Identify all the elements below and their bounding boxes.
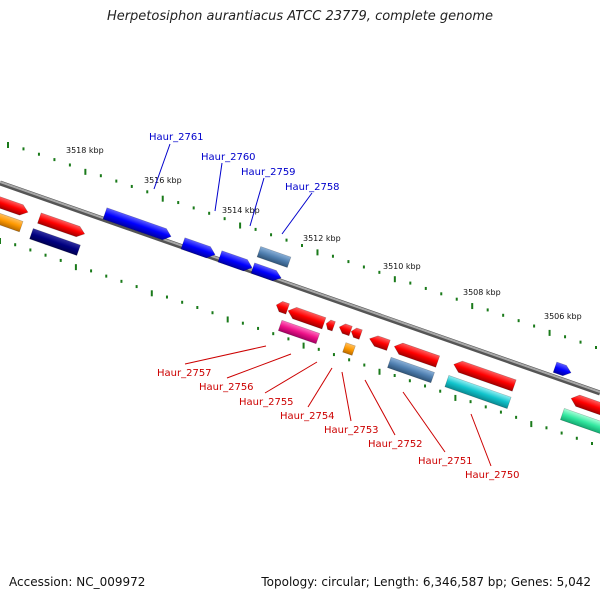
gene-arrow — [0, 194, 29, 216]
genome-summary: Topology: circular; Length: 6,346,587 bp… — [261, 575, 591, 589]
leader-line — [249, 177, 265, 227]
gene-arrow — [453, 360, 517, 392]
gene-arrow — [287, 307, 327, 330]
ruler-label: 3508 kbp — [463, 288, 501, 297]
gene-label-haur_2752[interactable]: Haur_2752 — [368, 439, 423, 450]
gene-label-haur_2751[interactable]: Haur_2751 — [418, 456, 473, 467]
leader-line — [153, 143, 171, 190]
label-leader-lines — [153, 143, 492, 467]
leader-line — [281, 192, 313, 235]
gene-arrow — [275, 301, 290, 315]
gene-features — [0, 194, 600, 436]
gene-arrow — [393, 342, 441, 368]
gene-label-haur_2758[interactable]: Haur_2758 — [285, 182, 340, 193]
leader-line — [214, 162, 223, 212]
gene-arrow — [350, 327, 363, 340]
genome-backbone — [0, 180, 600, 396]
ruler-ticks: 3518 kbp 3516 kbp 3514 kbp 3512 kbp 3510 kbp… — [0, 142, 597, 445]
leader-line — [184, 345, 267, 365]
gene-label-haur_2756[interactable]: Haur_2756 — [199, 382, 254, 393]
gene-arrow — [37, 212, 86, 238]
gene-arrow — [180, 237, 216, 259]
ruler-label: 3510 kbp — [383, 262, 421, 271]
gene-arrow — [387, 356, 435, 384]
leader-line — [470, 413, 492, 467]
leader-line — [402, 391, 446, 453]
gene-label-haur_2757[interactable]: Haur_2757 — [157, 368, 212, 379]
gene-arrow — [369, 335, 391, 351]
gene-arrow — [277, 319, 321, 345]
gene-arrow — [570, 394, 600, 418]
gene-arrow — [444, 375, 512, 409]
gene-arrow — [256, 246, 292, 268]
gene-arrow — [102, 207, 172, 241]
leader-line — [307, 367, 333, 408]
gene-label-haur_2759[interactable]: Haur_2759 — [241, 167, 296, 178]
ruler-label: 3514 kbp — [222, 206, 260, 215]
gene-arrow — [325, 319, 336, 332]
gene-labels: Haur_2761 Haur_2760 Haur_2759 Haur_2758 Haur… — [149, 132, 520, 481]
ruler-label: 3516 kbp — [144, 176, 182, 185]
gene-label-haur_2754[interactable]: Haur_2754 — [280, 411, 335, 422]
leader-line — [226, 353, 292, 379]
ruler-label: 3518 kbp — [66, 146, 104, 155]
gene-label-haur_2750[interactable]: Haur_2750 — [465, 470, 520, 481]
leader-line — [364, 379, 396, 436]
gene-arrow — [559, 408, 600, 436]
gene-label-haur_2761[interactable]: Haur_2761 — [149, 132, 204, 143]
gene-arrow — [29, 228, 81, 256]
leader-line — [341, 371, 352, 422]
gene-label-haur_2755[interactable]: Haur_2755 — [239, 397, 294, 408]
ruler-label: 3506 kbp — [544, 312, 582, 321]
ruler-label: 3512 kbp — [303, 234, 341, 243]
leader-line — [264, 361, 318, 394]
gene-arrow — [552, 361, 572, 377]
gene-label-haur_2760[interactable]: Haur_2760 — [201, 152, 256, 163]
gene-arrow — [250, 262, 282, 282]
accession-label: Accession: NC_009972 — [9, 575, 146, 589]
gene-arrow — [0, 211, 24, 233]
figure-title: Herpetosiphon aurantiacus ATCC 23779, co… — [106, 9, 494, 24]
gene-label-haur_2753[interactable]: Haur_2753 — [324, 425, 379, 436]
gene-arrow — [338, 323, 353, 337]
gene-arrow — [217, 250, 253, 272]
gene-arrow — [342, 342, 356, 356]
